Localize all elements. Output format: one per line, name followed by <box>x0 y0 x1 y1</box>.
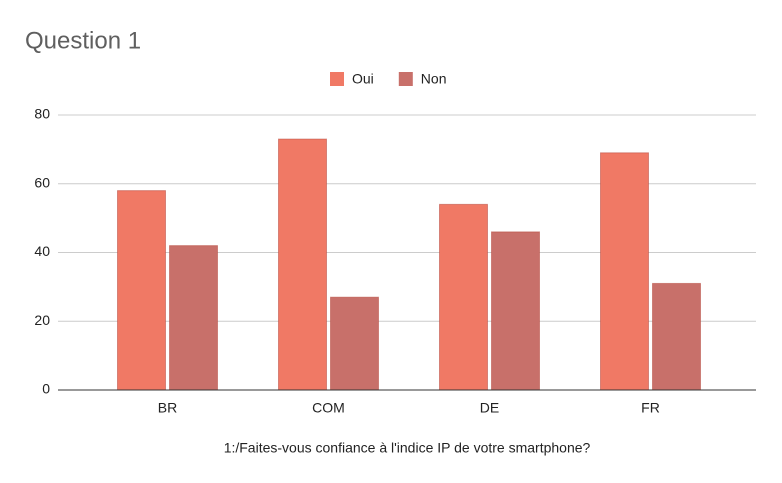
y-tick-label: 60 <box>34 174 50 190</box>
x-axis-title: 1:/Faites-vous confiance à l'indice IP d… <box>224 440 591 456</box>
y-tick-label: 20 <box>34 312 50 328</box>
legend-label: Non <box>421 71 447 87</box>
legend-swatch <box>330 72 344 86</box>
x-tick-label: DE <box>480 400 499 416</box>
x-tick-label: BR <box>158 400 177 416</box>
bar <box>330 296 379 391</box>
y-tick-label: 40 <box>34 243 50 259</box>
chart-title: Question 1 <box>25 27 141 54</box>
legend-swatch <box>398 72 413 86</box>
x-tick-label: COM <box>312 400 345 416</box>
bar <box>117 190 166 391</box>
legend-label: Oui <box>352 71 374 87</box>
bar <box>439 203 488 391</box>
y-tick-label: 0 <box>42 381 50 397</box>
bar <box>491 231 540 391</box>
bar <box>652 282 701 391</box>
bar <box>600 152 649 391</box>
y-tick-label: 80 <box>34 106 50 122</box>
bar <box>169 245 218 391</box>
bar <box>278 138 327 391</box>
x-tick-label: FR <box>641 400 660 416</box>
